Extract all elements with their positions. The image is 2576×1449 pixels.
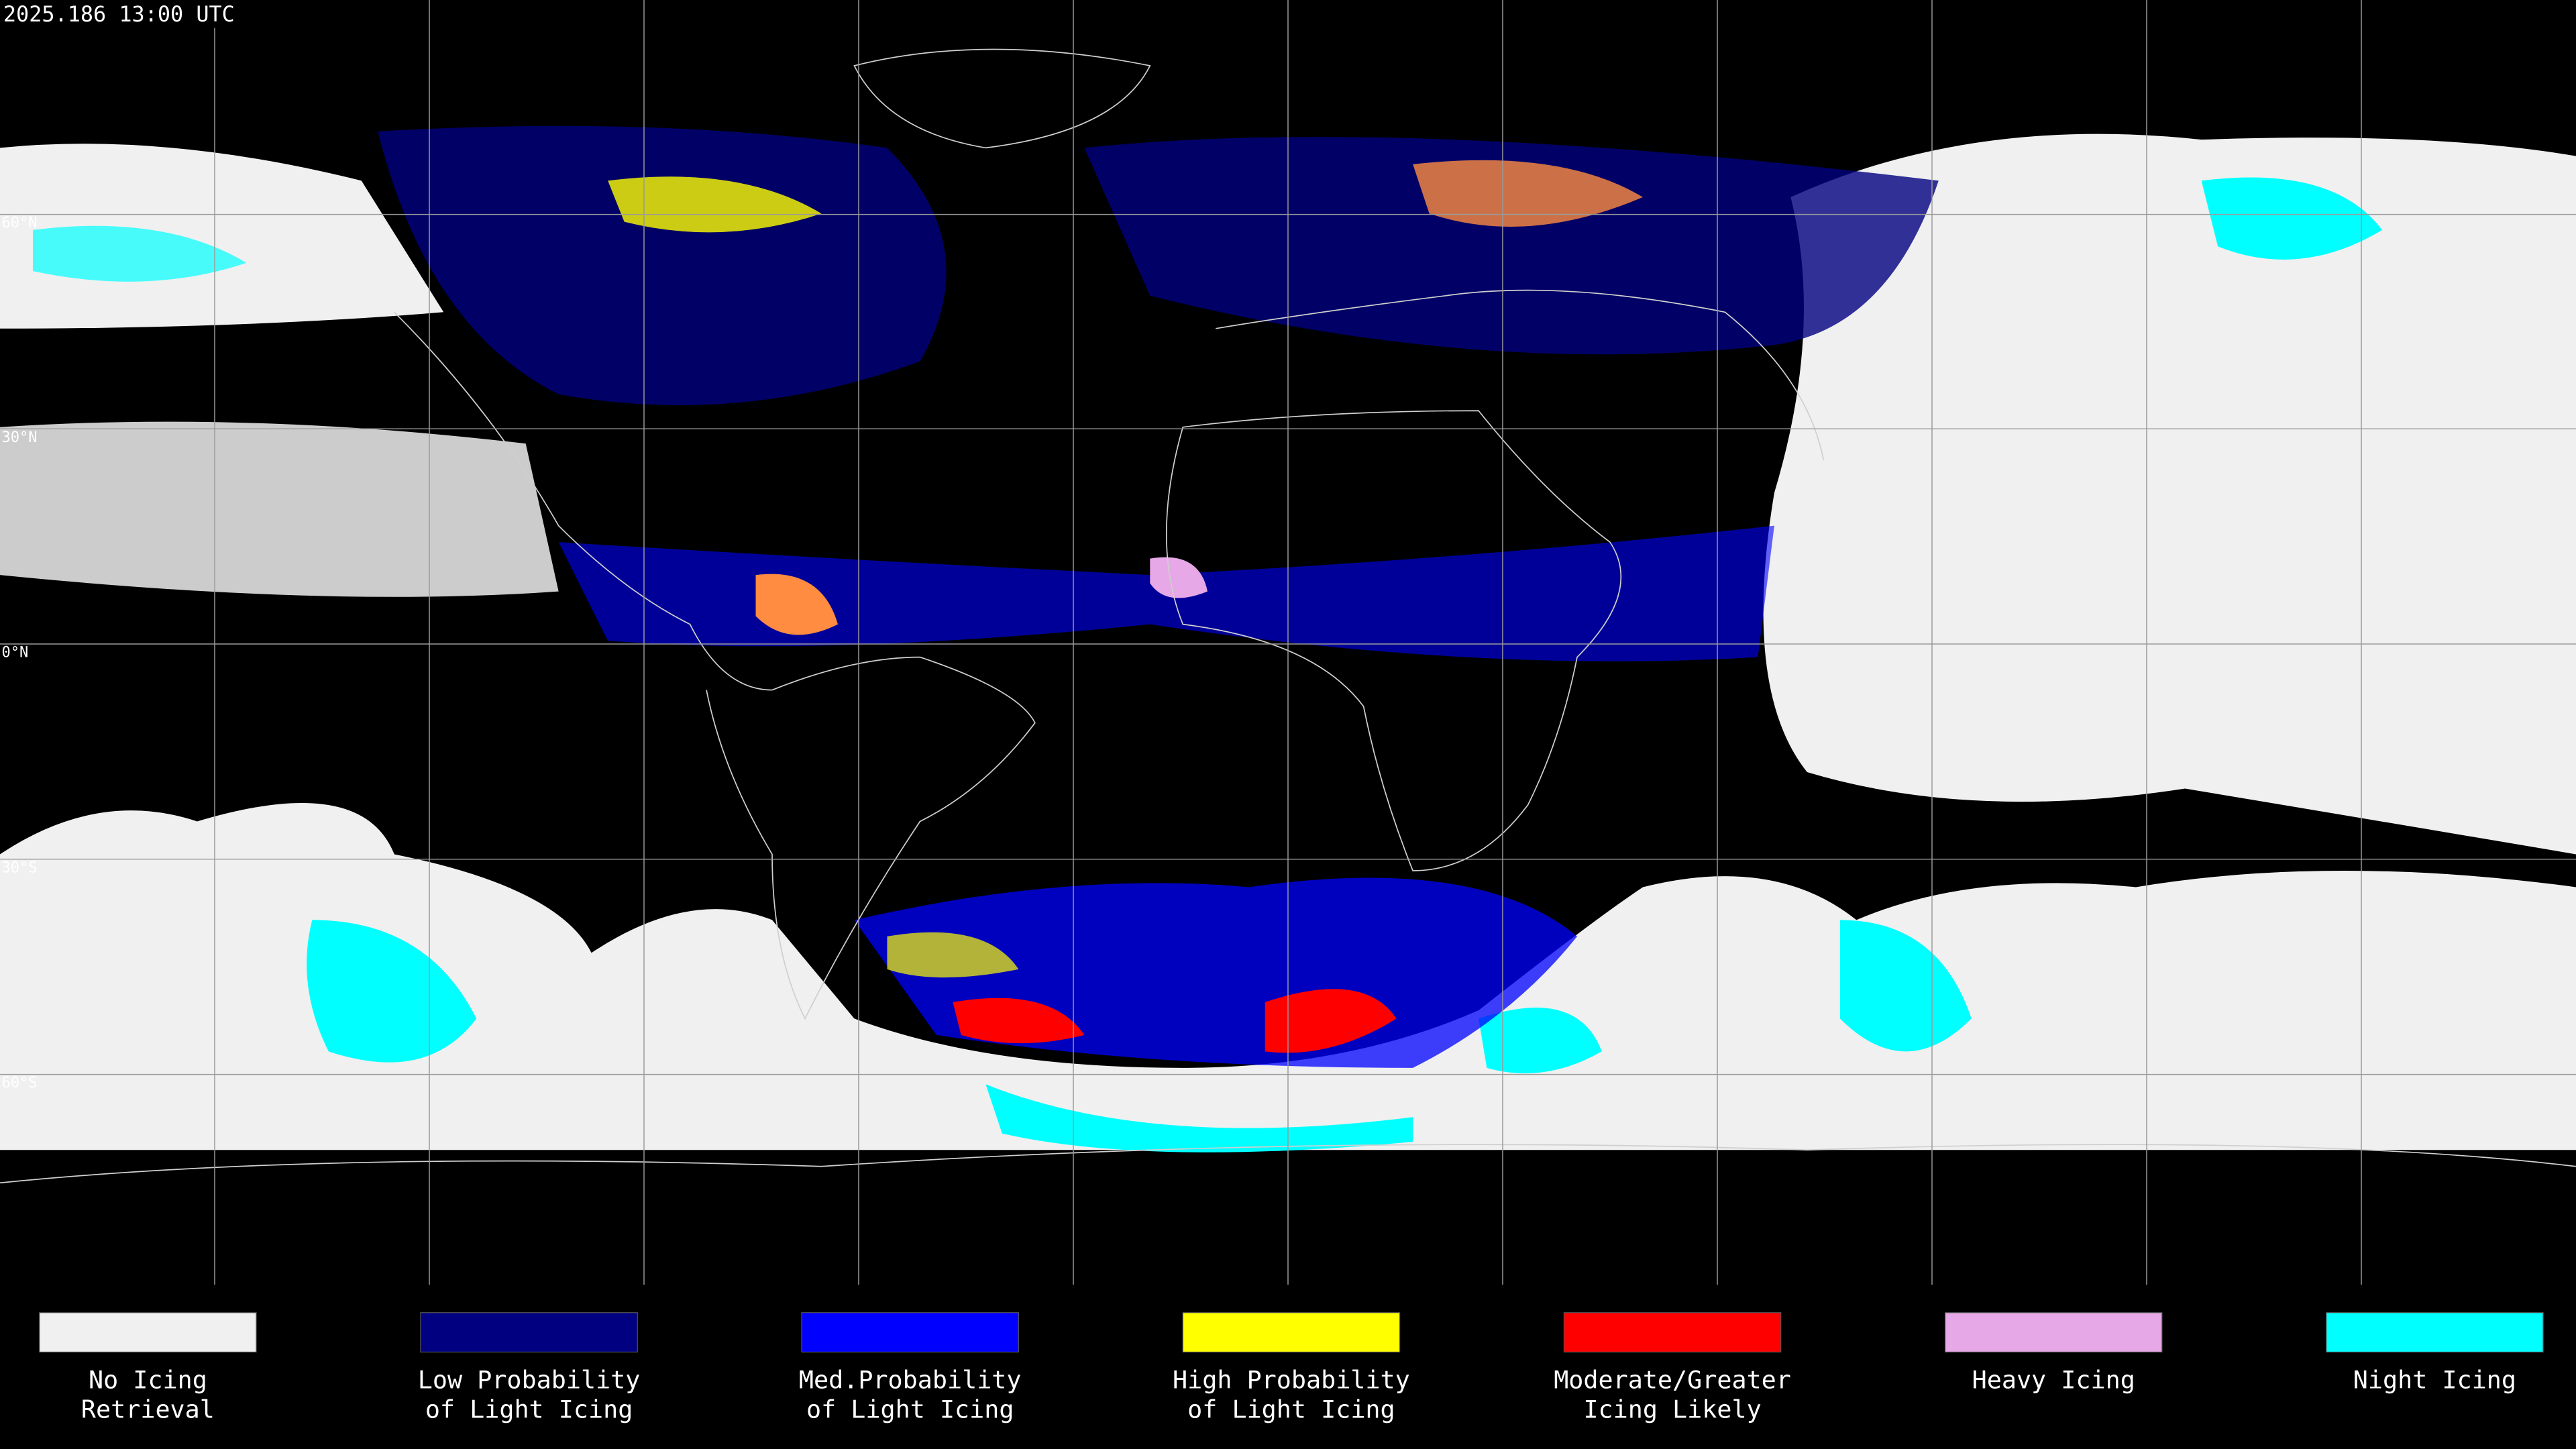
legend-label: Night Icing: [2353, 1365, 2516, 1394]
coastlines: [0, 48, 2576, 1184]
coastline: [1216, 289, 1825, 460]
night-icing-region: [32, 225, 247, 282]
icing-region: [608, 176, 822, 233]
latitude-label: 0°N: [1, 645, 28, 661]
night-icing-region: [2201, 177, 2383, 260]
legend-label: of Light Icing: [425, 1395, 633, 1424]
latitude-label: 60°N: [1, 215, 37, 231]
legend-label: Icing Likely: [1583, 1395, 1761, 1424]
icing-region: [755, 574, 838, 635]
icing-region: [1413, 160, 1643, 227]
cloud-region: [0, 144, 444, 329]
legend-label: Moderate/Greater: [1554, 1365, 1791, 1394]
legend-label: of Light Icing: [806, 1395, 1014, 1424]
coastline: [1165, 410, 1622, 871]
legend-swatch: [1944, 1312, 2163, 1353]
legend-label: Heavy Icing: [1972, 1365, 2135, 1394]
coastline: [853, 48, 1151, 149]
graticule: [0, 0, 2576, 1285]
legend-label: Retrieval: [81, 1395, 215, 1424]
latitude-label: 30°S: [1, 859, 37, 876]
latitude-label: 60°S: [1, 1075, 37, 1091]
night-icing-region: [985, 1084, 1413, 1152]
icing-region: [1084, 137, 1939, 355]
legend-swatch: [1182, 1312, 1401, 1353]
icing-region: [887, 932, 1019, 978]
icing-region: [953, 998, 1085, 1044]
icing-region: [1265, 989, 1397, 1053]
legend-swatch: [39, 1312, 257, 1353]
legend-label: No Icing: [89, 1365, 207, 1394]
legend-swatch: [2326, 1312, 2544, 1353]
legend-label: High Probability: [1173, 1365, 1410, 1394]
coastline: [394, 311, 1036, 1020]
legend-swatch: [420, 1312, 638, 1353]
timestamp-bg: [0, 0, 299, 28]
legend-swatch: [1563, 1312, 1782, 1353]
latitude-label: 30°N: [1, 429, 37, 446]
icing-region: [378, 125, 947, 406]
legend-label: Low Probability: [418, 1365, 641, 1394]
icing-region: [1150, 557, 1208, 598]
cloud-region: [1763, 133, 2576, 855]
timestamp: 2025.186 13:00 UTC: [3, 1, 235, 27]
legend-swatch: [801, 1312, 1019, 1353]
night-icing-region: [1479, 1008, 1602, 1073]
legend-label: Med.Probability: [799, 1365, 1022, 1394]
graticule-labels: 60°N 30°N 0°N 30°S 60°S: [1, 215, 37, 1091]
legend-label: of Light Icing: [1187, 1395, 1395, 1424]
night-icing-region: [1839, 920, 1972, 1052]
coastline: [0, 1144, 2576, 1184]
legend-bg: [0, 1285, 2576, 1449]
cloud-region: [0, 421, 559, 597]
night-icing-region: [307, 920, 477, 1063]
